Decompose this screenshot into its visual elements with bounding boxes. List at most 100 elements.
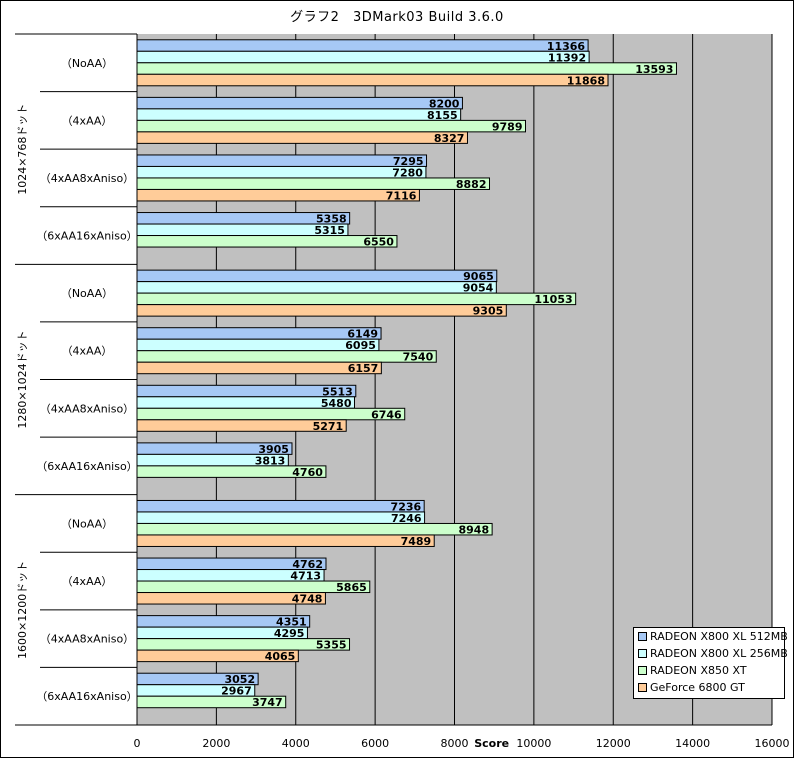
bar	[136, 177, 491, 190]
x-tick-label: 8000	[441, 737, 469, 750]
bar	[136, 695, 287, 709]
x-tick-label: 10000	[516, 737, 551, 750]
legend-label: RADEON X800 XL 256MB	[650, 647, 788, 660]
value-label: 6157	[348, 362, 379, 375]
legend-swatch	[638, 682, 647, 692]
value-label: 7280	[392, 166, 423, 179]
legend: RADEON X800 XL 512MB RADEON X800 XL 256M…	[633, 627, 788, 699]
bar	[136, 580, 371, 594]
bar	[136, 465, 327, 478]
value-label: 8948	[458, 523, 489, 536]
value-label: 11868	[567, 74, 605, 87]
bar	[136, 511, 426, 524]
value-label: 4351	[276, 616, 307, 629]
bar	[136, 499, 425, 513]
value-label: 7540	[403, 351, 434, 364]
bar	[136, 50, 590, 64]
value-label: 3905	[258, 443, 289, 456]
value-label: 2967	[221, 685, 252, 698]
x-tick-label: 12000	[596, 737, 631, 750]
legend-swatch	[638, 648, 647, 658]
bar	[136, 292, 577, 306]
category-label: （4xAA）	[62, 114, 113, 127]
legend-label: GeForce 6800 GT	[650, 681, 745, 694]
bar	[136, 304, 507, 317]
legend-label: RADEON X800 XL 512MB	[650, 630, 788, 643]
value-label: 11392	[548, 51, 586, 64]
value-label: 3813	[255, 454, 286, 467]
x-axis-label: Score	[474, 737, 510, 750]
bar	[136, 131, 468, 144]
value-label: 5355	[316, 639, 347, 652]
value-label: 6550	[363, 236, 394, 249]
bar	[136, 407, 406, 421]
group-label: 1024×768ドット	[16, 104, 29, 195]
bar	[136, 269, 498, 283]
category-label: （4xAA）	[62, 345, 113, 358]
group-label: 1600×1200ドット	[16, 561, 29, 659]
value-label: 11366	[547, 40, 586, 53]
category-label: （4xAA8xAniso）	[40, 402, 134, 415]
value-label: 5315	[314, 224, 345, 237]
bar	[136, 522, 493, 536]
x-tick-label: 16000	[755, 737, 790, 750]
bar	[136, 96, 463, 110]
value-label: 6746	[371, 408, 402, 421]
value-label: 8327	[434, 132, 465, 145]
bar	[136, 165, 427, 179]
value-label: 11053	[534, 293, 572, 306]
value-label: 4748	[292, 593, 323, 606]
value-label: 7236	[391, 500, 422, 513]
value-label: 8882	[456, 178, 487, 191]
value-label: 6149	[347, 328, 378, 341]
value-label: 6095	[345, 339, 376, 352]
legend-item: RADEON X800 XL 256MB	[638, 646, 788, 662]
bar	[136, 62, 677, 75]
bar	[136, 235, 398, 248]
bar	[136, 327, 382, 340]
legend-item: RADEON X850 XT	[638, 663, 747, 679]
value-label: 3747	[252, 696, 283, 709]
value-label: 5865	[336, 581, 367, 594]
bar	[136, 108, 462, 121]
bar	[136, 154, 428, 167]
legend-swatch	[638, 631, 647, 641]
bar	[136, 534, 435, 547]
bar	[136, 73, 609, 87]
bar	[136, 39, 589, 52]
value-label: 5513	[322, 385, 353, 398]
bar	[136, 419, 347, 432]
value-label: 7489	[401, 535, 432, 548]
x-tick-label: 4000	[282, 737, 310, 750]
value-label: 9065	[463, 270, 494, 283]
legend-label: RADEON X850 XT	[650, 664, 747, 677]
value-label: 4762	[292, 558, 323, 571]
category-label: （NoAA）	[61, 517, 113, 530]
bar	[136, 188, 420, 202]
category-label: （4xAA）	[62, 575, 113, 588]
value-label: 4713	[290, 570, 321, 583]
value-label: 4065	[265, 650, 296, 663]
category-label: （6xAA16xAniso）	[36, 230, 137, 243]
value-label: 7116	[386, 189, 417, 202]
value-label: 5480	[321, 397, 352, 410]
value-label: 3052	[225, 673, 256, 686]
x-tick-label: 6000	[361, 737, 389, 750]
category-label: （6xAA16xAniso）	[36, 460, 137, 473]
value-label: 4295	[274, 627, 305, 640]
value-label: 7295	[393, 155, 424, 168]
category-label: （NoAA）	[61, 57, 113, 70]
value-label: 13593	[635, 63, 673, 76]
legend-item: GeForce 6800 GT	[638, 680, 745, 696]
bar	[136, 119, 527, 133]
category-label: （6xAA16xAniso）	[36, 690, 137, 703]
bar	[136, 592, 326, 605]
bar	[136, 338, 380, 352]
legend-item: RADEON X800 XL 512MB	[638, 629, 788, 645]
bar	[136, 350, 437, 363]
x-tick-label: 14000	[675, 737, 710, 750]
value-label: 5358	[316, 213, 347, 226]
group-label: 1280×1024ドット	[16, 330, 29, 428]
legend-swatch	[638, 665, 647, 675]
